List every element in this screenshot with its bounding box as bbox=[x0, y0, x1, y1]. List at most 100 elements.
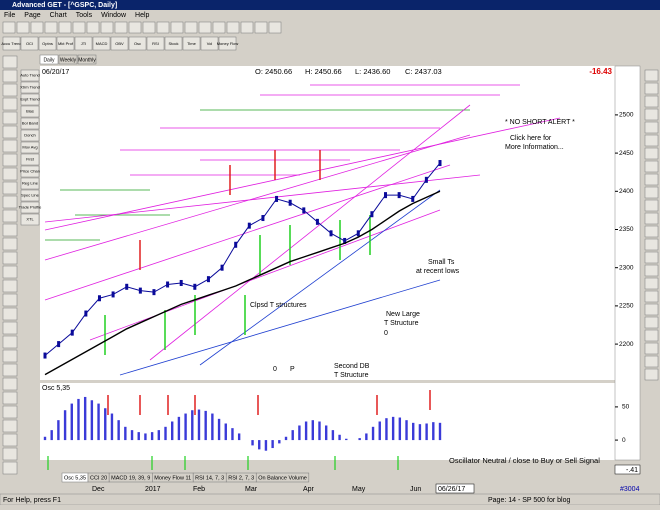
side-label[interactable]: Auto Trend bbox=[20, 73, 40, 78]
right-icon[interactable] bbox=[644, 264, 659, 277]
right-icon[interactable] bbox=[644, 108, 659, 121]
tool-button[interactable] bbox=[128, 36, 147, 51]
tool-icon[interactable] bbox=[156, 21, 170, 34]
tool-icon[interactable] bbox=[58, 21, 72, 34]
side-icon[interactable] bbox=[2, 153, 18, 167]
right-icon[interactable] bbox=[644, 329, 659, 342]
tool-icon[interactable] bbox=[44, 21, 58, 34]
right-icon[interactable] bbox=[644, 251, 659, 264]
indicator-tab-label[interactable]: Money Flow 11 bbox=[154, 475, 191, 481]
indicator-tab-label[interactable]: CCI 20 bbox=[90, 475, 107, 481]
tool-label[interactable]: Optns bbox=[42, 41, 53, 46]
tool-icon[interactable] bbox=[86, 21, 100, 34]
right-icon[interactable] bbox=[644, 186, 659, 199]
tool-label[interactable]: Vol bbox=[207, 41, 213, 46]
right-icon[interactable] bbox=[644, 173, 659, 186]
tool-button[interactable] bbox=[110, 36, 129, 51]
right-icon[interactable] bbox=[644, 342, 659, 355]
tool-icon[interactable] bbox=[16, 21, 30, 34]
tool-icon[interactable] bbox=[100, 21, 114, 34]
tool-label[interactable]: OCI bbox=[26, 41, 33, 46]
right-icon[interactable] bbox=[644, 82, 659, 95]
side-label[interactable]: Spec Line bbox=[21, 193, 40, 198]
side-label[interactable]: Bias bbox=[26, 109, 34, 114]
right-icon[interactable] bbox=[644, 303, 659, 316]
indicator-tab-label[interactable]: RSI 14, 7, 3 bbox=[195, 475, 224, 481]
right-icon[interactable] bbox=[644, 95, 659, 108]
right-icon[interactable] bbox=[644, 134, 659, 147]
tool-icon[interactable] bbox=[198, 21, 212, 34]
tool-label[interactable]: Mkt Prof bbox=[58, 41, 74, 46]
annotation[interactable]: More Information... bbox=[505, 144, 564, 151]
side-button[interactable] bbox=[20, 165, 40, 178]
right-icon[interactable] bbox=[644, 225, 659, 238]
side-label[interactable]: Bol Band bbox=[22, 121, 38, 126]
tool-button[interactable] bbox=[38, 36, 57, 51]
side-icon[interactable] bbox=[2, 55, 18, 69]
menu-item[interactable]: Window bbox=[101, 12, 127, 19]
side-icon[interactable] bbox=[2, 419, 18, 433]
tool-label[interactable]: Accu Trend bbox=[1, 41, 21, 46]
side-label[interactable]: Price Chan bbox=[20, 169, 40, 174]
side-icon[interactable] bbox=[2, 363, 18, 377]
tool-icon[interactable] bbox=[72, 21, 86, 34]
side-icon[interactable] bbox=[2, 447, 18, 461]
tool-icon[interactable] bbox=[184, 21, 198, 34]
tool-button[interactable] bbox=[2, 36, 21, 51]
tool-icon[interactable] bbox=[170, 21, 184, 34]
side-button[interactable] bbox=[20, 201, 40, 214]
tool-button[interactable] bbox=[74, 36, 93, 51]
right-icon[interactable] bbox=[644, 199, 659, 212]
chart-tab[interactable] bbox=[58, 54, 78, 65]
tool-label[interactable]: JTI bbox=[81, 41, 87, 46]
tool-button[interactable] bbox=[182, 36, 201, 51]
side-button[interactable] bbox=[20, 129, 40, 142]
side-button[interactable] bbox=[20, 189, 40, 202]
side-button[interactable] bbox=[20, 213, 40, 226]
tool-icon[interactable] bbox=[30, 21, 44, 34]
tool-button[interactable] bbox=[164, 36, 183, 51]
side-icon[interactable] bbox=[2, 181, 18, 195]
side-icon[interactable] bbox=[2, 139, 18, 153]
tool-icon[interactable] bbox=[128, 21, 142, 34]
side-icon[interactable] bbox=[2, 111, 18, 125]
side-icon[interactable] bbox=[2, 97, 18, 111]
tool-icon[interactable] bbox=[254, 21, 268, 34]
tool-label[interactable]: Money Flow bbox=[217, 41, 239, 46]
menu-item[interactable]: Chart bbox=[50, 12, 67, 19]
indicator-tab[interactable] bbox=[255, 472, 310, 483]
side-label[interactable]: Reg Line bbox=[22, 181, 39, 186]
tool-label[interactable]: Stock bbox=[168, 41, 178, 46]
right-icon[interactable] bbox=[644, 238, 659, 251]
right-icon[interactable] bbox=[644, 147, 659, 160]
side-icon[interactable] bbox=[2, 251, 18, 265]
side-icon[interactable] bbox=[2, 349, 18, 363]
side-icon[interactable] bbox=[2, 237, 18, 251]
side-icon[interactable] bbox=[2, 321, 18, 335]
tool-icon[interactable] bbox=[240, 21, 254, 34]
chart-tab[interactable] bbox=[77, 54, 97, 65]
right-icon[interactable] bbox=[644, 290, 659, 303]
tool-icon[interactable] bbox=[212, 21, 226, 34]
menu-item[interactable]: File bbox=[4, 12, 15, 19]
side-icon[interactable] bbox=[2, 279, 18, 293]
side-icon[interactable] bbox=[2, 167, 18, 181]
side-label[interactable]: Donch bbox=[24, 133, 36, 138]
tool-button[interactable] bbox=[146, 36, 165, 51]
tool-label[interactable]: Time bbox=[187, 41, 197, 46]
tool-button[interactable] bbox=[200, 36, 219, 51]
tool-button[interactable] bbox=[92, 36, 111, 51]
side-label[interactable]: Mov Avg bbox=[22, 145, 37, 150]
chart-tab-label[interactable]: Monthly bbox=[78, 57, 96, 63]
side-icon[interactable] bbox=[2, 461, 18, 475]
indicator-tab-label[interactable]: RSI 2, 7, 3 bbox=[228, 475, 254, 481]
right-icon[interactable] bbox=[644, 121, 659, 134]
menu-item[interactable]: Tools bbox=[76, 12, 93, 19]
side-button[interactable] bbox=[20, 141, 40, 154]
side-label[interactable]: Expt Trend bbox=[20, 97, 39, 102]
tool-label[interactable]: Osc bbox=[134, 41, 141, 46]
side-icon[interactable] bbox=[2, 391, 18, 405]
side-icon[interactable] bbox=[2, 307, 18, 321]
side-icon[interactable] bbox=[2, 209, 18, 223]
right-icon[interactable] bbox=[644, 316, 659, 329]
